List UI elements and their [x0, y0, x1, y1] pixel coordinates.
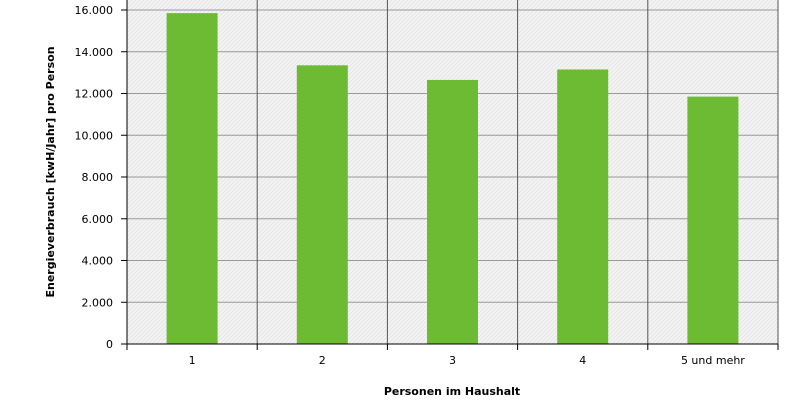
x-axis-title: Personen im Haushalt — [384, 385, 520, 398]
y-tick-label: 14.000 — [75, 46, 114, 59]
bar — [427, 79, 478, 345]
y-axis-title: Energieverbrauch [kwH/Jahr] pro Person — [44, 46, 57, 297]
bar — [166, 13, 218, 344]
x-tick-label: 5 und mehr — [681, 354, 745, 367]
y-tick-label: 16.000 — [75, 4, 114, 17]
bar — [687, 96, 739, 344]
y-tick-label: 8.000 — [82, 171, 114, 184]
y-tick-label: 2.000 — [82, 296, 114, 309]
y-tick-label: 4.000 — [82, 255, 114, 268]
x-tick-label: 3 — [449, 354, 456, 367]
y-tick-label: 6.000 — [82, 213, 114, 226]
y-tick-label: 10.000 — [75, 129, 114, 142]
y-tick-label: 12.000 — [75, 88, 114, 101]
bar — [296, 65, 348, 344]
x-tick-label: 4 — [579, 354, 586, 367]
bar — [557, 69, 609, 345]
x-tick-label: 2 — [319, 354, 326, 367]
x-tick-label: 1 — [189, 354, 196, 367]
y-tick-label: 0 — [106, 338, 113, 351]
